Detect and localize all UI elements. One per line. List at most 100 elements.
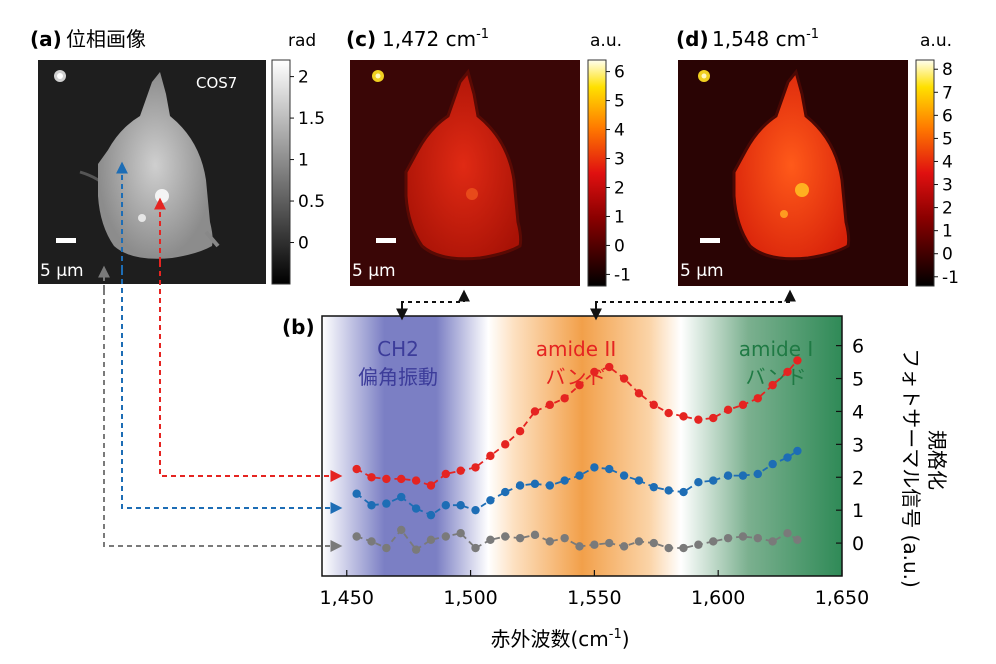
data-point xyxy=(694,540,703,549)
data-point xyxy=(738,471,748,480)
x-axis-label: 赤外波数(cm-1) xyxy=(490,627,629,651)
data-point xyxy=(515,426,525,436)
data-point xyxy=(738,400,748,410)
data-point xyxy=(382,543,391,553)
x-tick-label: 1,450 xyxy=(320,587,374,609)
data-point xyxy=(501,532,510,541)
y-tick-label: 0 xyxy=(852,533,864,555)
colorbar-a: rad 2 1.5 1 0.5 0 xyxy=(271,31,325,285)
scale-bar-label: 5 µm xyxy=(40,261,84,281)
data-point xyxy=(352,464,361,474)
x-tick-label: 1,500 xyxy=(443,587,497,609)
data-point xyxy=(793,356,802,365)
y-tick-label: 4 xyxy=(852,401,864,423)
data-point xyxy=(575,542,584,551)
data-point xyxy=(634,537,644,546)
panel-b-label: (b) xyxy=(282,315,315,339)
data-point xyxy=(367,473,376,482)
band-ch2-line1: CH2 xyxy=(377,337,419,361)
data-point xyxy=(793,535,802,544)
y-axis-label-line2: フォトサーマル信号 (a.u.) xyxy=(899,348,923,588)
data-point xyxy=(664,486,673,495)
data-point xyxy=(679,412,688,421)
data-point xyxy=(768,537,777,546)
data-point xyxy=(411,504,421,513)
y-tick-label: 5 xyxy=(852,369,864,391)
colorbar-tick-label: 4 xyxy=(614,121,625,141)
data-point xyxy=(456,501,465,510)
data-point xyxy=(501,487,510,497)
colorbar-tick-label: 4 xyxy=(942,152,953,172)
colorbar-tick-label: 0.5 xyxy=(298,192,325,212)
data-point xyxy=(793,446,802,456)
colorbar-c-unit: a.u. xyxy=(590,31,622,51)
scale-bar-label: 5 µm xyxy=(680,261,724,281)
data-point xyxy=(753,394,763,403)
data-point xyxy=(738,532,748,541)
data-point xyxy=(441,469,451,479)
data-point xyxy=(575,380,584,390)
y-tick-label: 6 xyxy=(852,336,864,358)
colorbar-d-unit: a.u. xyxy=(920,31,952,51)
spectra-series xyxy=(352,356,802,554)
data-point xyxy=(367,537,376,546)
colorbar-tick-label: 0 xyxy=(942,245,953,265)
data-point xyxy=(382,474,391,484)
band-ch2-line2: 偏角振動 xyxy=(358,365,438,389)
colorbar-tick-label: 2 xyxy=(298,68,309,88)
phase-image: COS7 5 µm xyxy=(38,60,266,284)
data-point xyxy=(590,463,599,472)
x-tick-label: 1,600 xyxy=(691,587,745,609)
scale-bar xyxy=(700,238,720,243)
colorbar-tick-label: 1 xyxy=(298,151,309,171)
photothermal-image-1548: 5 µm xyxy=(678,60,908,286)
panel-a-label: (a) xyxy=(30,27,62,51)
data-point xyxy=(723,533,733,543)
data-point xyxy=(545,481,555,490)
cell-type-label: COS7 xyxy=(196,74,237,92)
colorbar-tick-label: 6 xyxy=(942,106,953,126)
panel-c-label: (c) xyxy=(346,27,376,51)
colorbar-tick-label: 2 xyxy=(942,199,953,219)
colorbar-tick-label: 5 xyxy=(614,92,625,112)
data-point xyxy=(456,529,465,538)
data-point xyxy=(471,463,480,472)
scale-bar-label: 5 µm xyxy=(352,261,396,281)
colorbar-tick-label: 0 xyxy=(298,234,309,254)
panel-d-title: 1,548 cm-1 xyxy=(712,27,819,51)
data-point xyxy=(679,543,688,553)
scale-bar xyxy=(56,238,76,243)
panel-c-title: 1,472 cm-1 xyxy=(382,27,489,51)
data-point xyxy=(753,533,763,543)
data-point xyxy=(768,459,777,469)
colorbar-tick-label: 7 xyxy=(942,83,953,103)
data-point xyxy=(783,453,792,462)
data-point xyxy=(649,482,659,492)
data-point xyxy=(441,501,451,510)
y-axis: 0 1 2 3 4 5 6 xyxy=(836,336,864,555)
y-tick-label: 2 xyxy=(852,467,864,489)
data-point xyxy=(560,533,569,543)
data-point xyxy=(560,394,569,403)
data-point xyxy=(664,408,673,418)
data-point xyxy=(605,538,614,548)
data-point xyxy=(530,479,540,489)
colorbar-tick-label: 1 xyxy=(614,207,625,227)
plot-frame xyxy=(321,315,843,577)
colorbar-tick-label: 3 xyxy=(614,150,625,170)
x-tick-label: 1,550 xyxy=(567,587,621,609)
colorbar-tick-label: -1 xyxy=(942,268,959,288)
colorbar-tick-label: 3 xyxy=(942,176,953,196)
data-point xyxy=(649,538,659,548)
data-point xyxy=(723,471,733,480)
data-point xyxy=(649,400,659,410)
colorbar-a-unit: rad xyxy=(288,31,316,51)
data-point xyxy=(753,469,763,479)
colorbar-tick-label: 8 xyxy=(942,60,953,80)
data-point xyxy=(619,542,629,551)
data-point xyxy=(694,415,703,424)
data-point xyxy=(352,489,361,498)
data-point xyxy=(575,471,584,480)
colorbar-tick-label: 0 xyxy=(614,236,625,256)
data-point xyxy=(501,440,510,449)
